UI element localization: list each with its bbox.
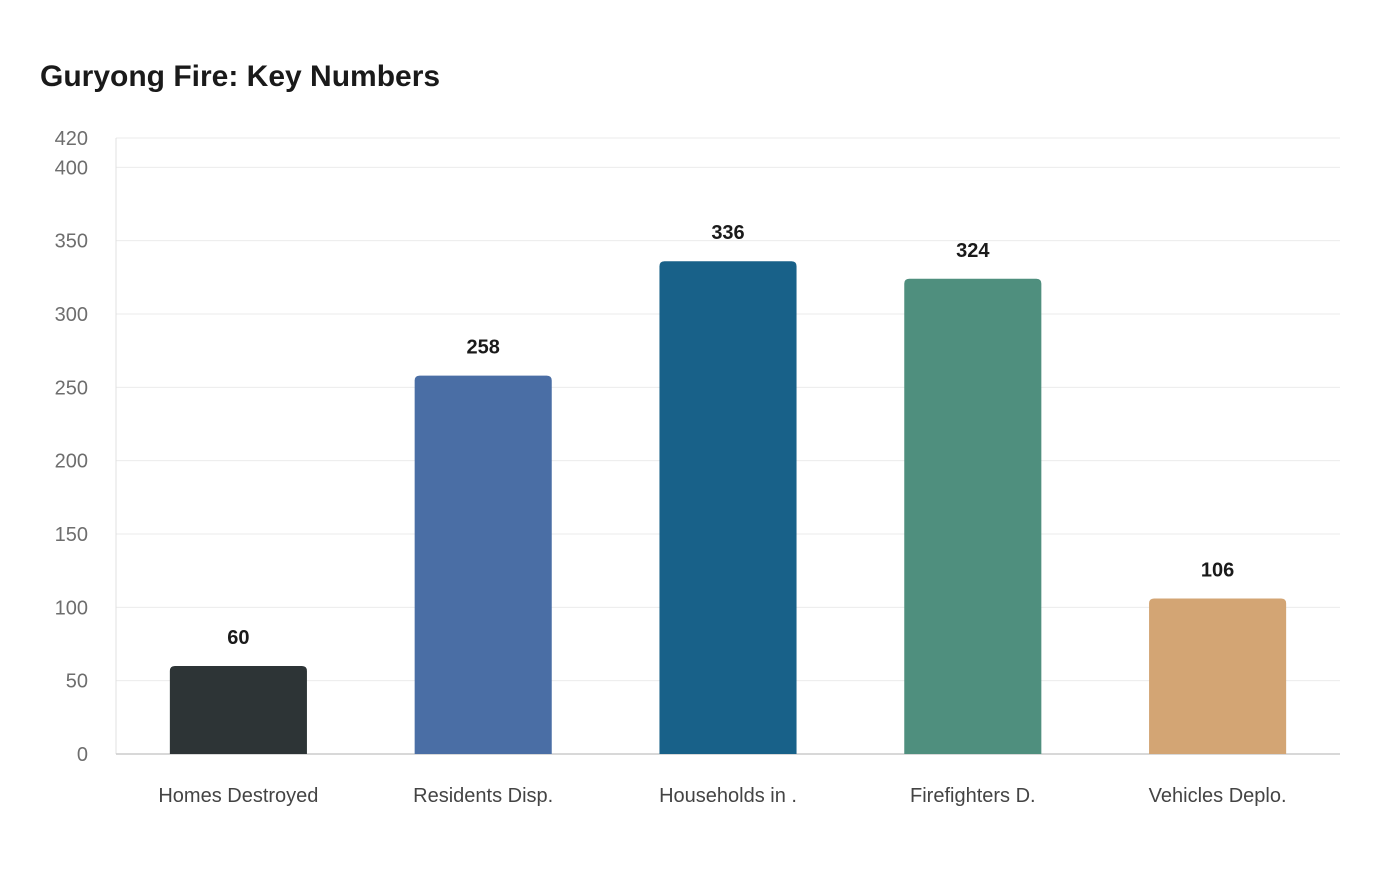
bar xyxy=(169,666,307,754)
bar xyxy=(414,375,552,754)
y-tick-label: 250 xyxy=(55,377,88,399)
x-category-label: Vehicles Deplo. xyxy=(1149,785,1287,807)
y-tick-label: 150 xyxy=(55,524,88,546)
bar-value-label: 106 xyxy=(1201,560,1234,582)
bar-value-label: 336 xyxy=(711,222,744,244)
bar xyxy=(1149,598,1287,754)
y-tick-label: 0 xyxy=(77,744,88,766)
y-tick-label: 50 xyxy=(66,671,88,693)
x-category-label: Residents Disp. xyxy=(413,785,553,807)
bar xyxy=(659,261,797,754)
y-tick-label: 100 xyxy=(55,597,88,619)
bar-value-label: 258 xyxy=(467,337,500,359)
labels: 0 50 100 150 200 250 300 350 400 420 60 Homes Destr… xyxy=(55,128,1287,807)
x-category-label: Homes Destroyed xyxy=(158,785,318,807)
y-tick-label: 300 xyxy=(55,304,88,326)
bar-value-label: 60 xyxy=(227,627,249,649)
x-category-label: Firefighters D. xyxy=(910,785,1036,807)
y-tick-label: 400 xyxy=(55,157,88,179)
chart-title: Guryong Fire: Key Numbers xyxy=(40,60,441,93)
y-tick-label: 200 xyxy=(55,451,88,473)
x-category-label: Households in . xyxy=(659,785,797,807)
bar xyxy=(904,278,1042,754)
bar-value-label: 324 xyxy=(956,240,990,262)
y-tick-label: 420 xyxy=(55,128,88,150)
bars xyxy=(169,261,1287,754)
y-tick-label: 350 xyxy=(55,231,88,253)
